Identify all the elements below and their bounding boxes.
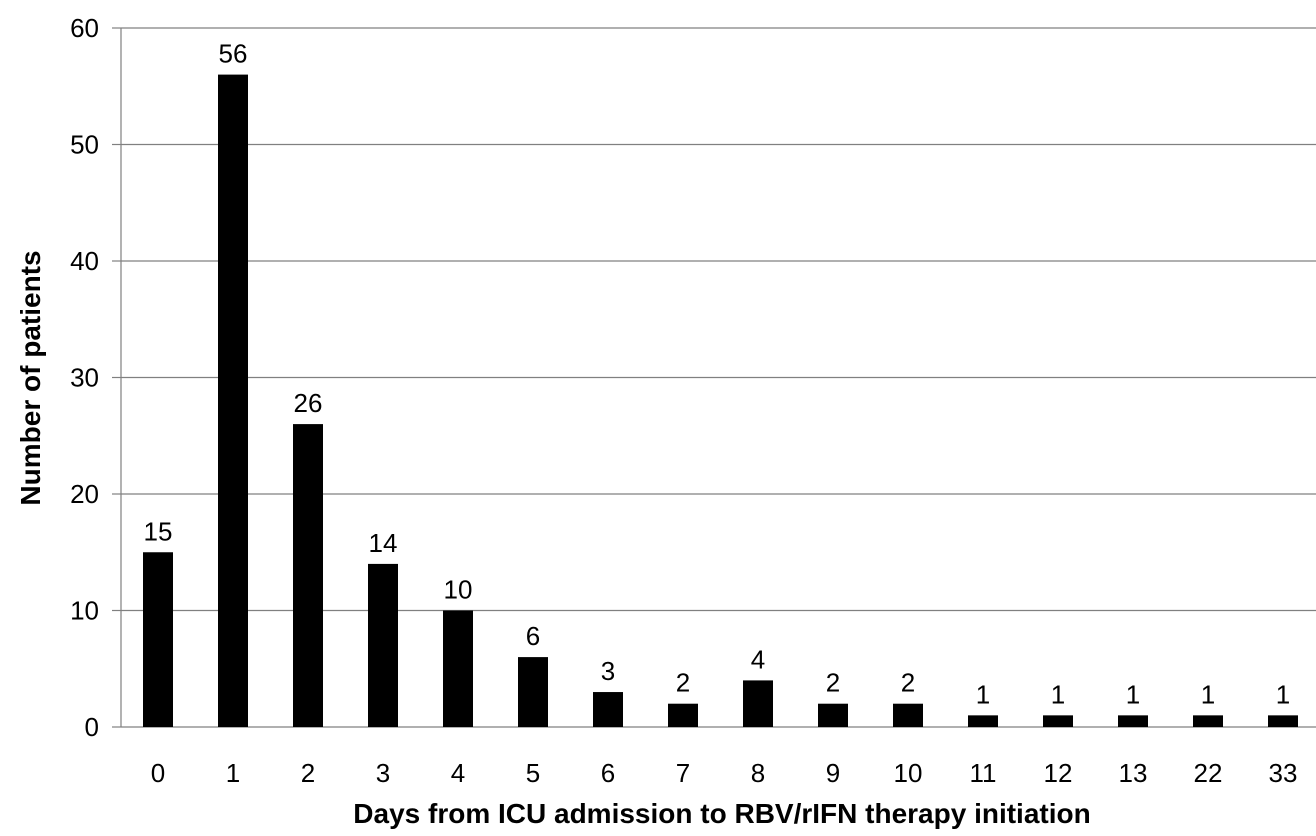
x-tick-label: 2 — [301, 758, 315, 788]
data-label: 15 — [144, 516, 173, 546]
y-tick-label: 0 — [85, 712, 99, 742]
gridlines — [112, 27, 1316, 728]
data-label: 4 — [751, 644, 765, 674]
y-tick-label: 30 — [70, 363, 99, 393]
bars — [143, 74, 1298, 728]
data-label: 2 — [676, 668, 690, 698]
x-tick-label: 8 — [751, 758, 765, 788]
data-label: 1 — [1201, 679, 1215, 709]
bar — [293, 424, 323, 727]
data-label: 2 — [901, 668, 915, 698]
bar — [668, 703, 698, 727]
x-tick-label: 11 — [970, 758, 997, 788]
bar — [1043, 715, 1073, 727]
bar — [1118, 715, 1148, 727]
bar — [593, 692, 623, 727]
x-tick-label: 12 — [1044, 758, 1073, 788]
bar — [818, 703, 848, 727]
x-tick-label: 13 — [1119, 758, 1148, 788]
y-tick-label: 20 — [70, 479, 99, 509]
data-label: 14 — [369, 528, 398, 558]
x-tick-label: 22 — [1194, 758, 1223, 788]
x-tick-label: 0 — [151, 758, 165, 788]
data-label: 56 — [219, 39, 248, 69]
x-tick-label: 6 — [601, 758, 615, 788]
x-tick-label: 3 — [376, 758, 390, 788]
y-axis-ticks: 0 10 20 30 40 50 60 — [70, 13, 99, 742]
bar — [143, 552, 173, 727]
y-tick-label: 50 — [70, 130, 99, 160]
x-tick-label: 7 — [676, 758, 690, 788]
data-label: 3 — [601, 656, 615, 686]
bar — [218, 74, 248, 728]
data-label: 6 — [526, 621, 540, 651]
data-label: 1 — [1051, 679, 1065, 709]
bar — [743, 680, 773, 727]
x-tick-label: 1 — [226, 758, 240, 788]
bar — [1193, 715, 1223, 727]
data-label: 26 — [294, 388, 323, 418]
y-axis-title: Number of patients — [15, 250, 46, 505]
data-label: 1 — [1276, 679, 1290, 709]
x-tick-label: 10 — [894, 758, 923, 788]
bar — [893, 703, 923, 727]
bar — [968, 715, 998, 727]
x-tick-label: 9 — [826, 758, 840, 788]
data-label: 2 — [826, 668, 840, 698]
y-tick-label: 40 — [70, 246, 99, 276]
x-axis-title: Days from ICU admission to RBV/rIFN ther… — [353, 798, 1090, 829]
data-label: 1 — [976, 679, 990, 709]
bar — [368, 563, 398, 727]
data-label: 10 — [444, 575, 473, 605]
y-tick-label: 60 — [70, 13, 99, 43]
bar — [443, 610, 473, 727]
y-tick-label: 10 — [70, 596, 99, 626]
bar — [1268, 715, 1298, 727]
x-axis-ticks: 0 1 2 3 4 5 6 7 8 9 10 11 12 13 22 33 — [151, 758, 1298, 788]
x-tick-label: 4 — [451, 758, 465, 788]
bar — [518, 657, 548, 727]
data-labels: 15 56 26 14 10 6 3 2 4 2 2 1 1 1 1 1 — [144, 39, 1291, 710]
x-tick-label: 5 — [526, 758, 540, 788]
data-label: 1 — [1126, 679, 1140, 709]
x-tick-label: 33 — [1269, 758, 1298, 788]
